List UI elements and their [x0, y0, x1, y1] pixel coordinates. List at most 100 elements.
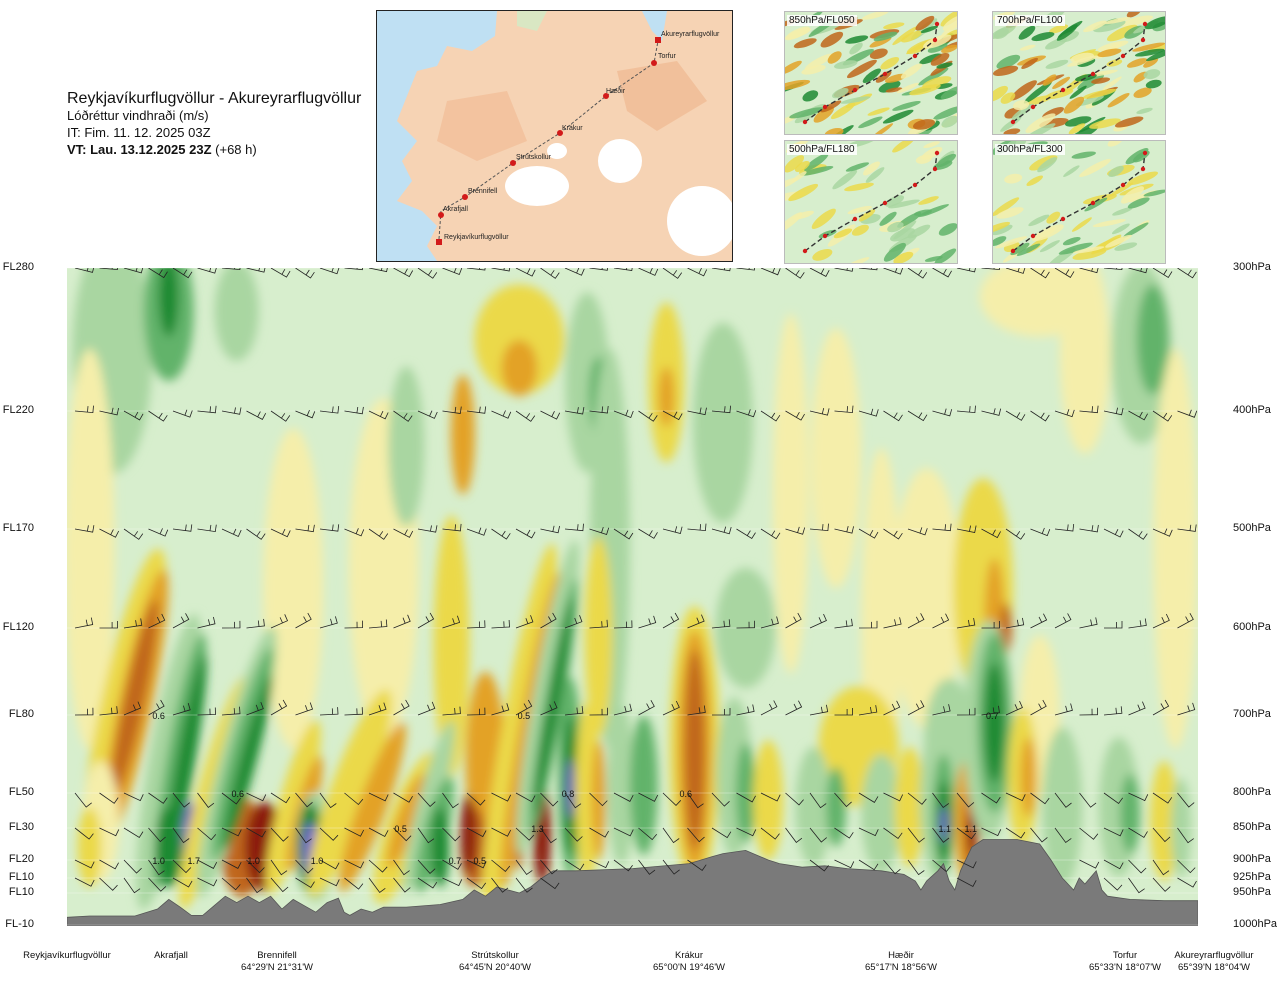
wind-barb — [417, 877, 438, 889]
wind-barb — [834, 708, 853, 716]
wind-barb-feather — [330, 618, 333, 625]
level-map-field — [1010, 80, 1037, 101]
wind-barb — [1177, 410, 1198, 418]
wind-barb — [442, 615, 461, 629]
wind-barb — [1177, 827, 1194, 844]
wind-barb — [442, 523, 462, 532]
wind-barb — [956, 265, 977, 273]
left-level-label: FL10 — [8, 886, 34, 898]
wind-barb — [172, 410, 193, 418]
wind-barb — [221, 528, 242, 538]
level-map-waypoint — [1060, 87, 1066, 93]
wind-barb-feather — [331, 266, 335, 273]
level-map-field — [867, 107, 890, 116]
wind-barb-feather — [1091, 406, 1093, 413]
right-level-label: 400hPa — [1233, 404, 1271, 416]
wind-barb — [1152, 410, 1173, 422]
wind-barb — [662, 792, 682, 806]
wind-barb-feather — [180, 616, 185, 623]
field-cell — [501, 340, 538, 397]
field-cell — [684, 650, 705, 851]
wind-barb-feather — [278, 703, 283, 709]
wind-barb — [883, 700, 901, 716]
wind-barb — [99, 859, 119, 870]
level-map-500[interactable]: 500hPa/FL180 — [784, 140, 958, 264]
wind-barb — [1103, 528, 1124, 538]
wind-barb-feather — [846, 526, 849, 532]
wind-barb-feather — [943, 706, 946, 713]
wind-barb — [981, 792, 1001, 804]
contour-label: 0.8 — [562, 789, 575, 799]
level-map-field — [1072, 248, 1107, 260]
contour-label: 0.5 — [518, 711, 531, 721]
wind-barb — [246, 618, 265, 629]
wind-barb — [491, 827, 512, 837]
level-map-waypoint — [1140, 166, 1146, 172]
level-map-700[interactable]: 700hPa/FL100 — [992, 11, 1166, 135]
wind-barb — [711, 526, 732, 535]
station-coords: 65°39'N 18°04'W — [1178, 962, 1250, 973]
wind-barb — [417, 827, 435, 844]
level-map-field — [1093, 19, 1126, 33]
level-map-850[interactable]: 850hPa/FL050 — [784, 11, 958, 135]
wind-barb — [760, 267, 781, 276]
station-name: Torfur — [1112, 950, 1138, 961]
station-label: Akureyrarflugvöllur 65°39'N 18°04'W — [1150, 950, 1278, 974]
wind-barb — [197, 707, 216, 716]
wind-barb — [393, 877, 411, 893]
wind-barb — [589, 859, 610, 869]
level-map-field — [919, 53, 942, 65]
level-map-field — [840, 96, 871, 104]
wind-barb — [221, 827, 242, 837]
wind-barb-feather — [699, 524, 701, 531]
level-map-field — [861, 12, 889, 20]
wind-barb — [981, 528, 1001, 539]
field-cell — [111, 599, 158, 796]
wind-barb-feather — [672, 270, 678, 276]
wind-barb — [123, 528, 144, 540]
wind-barb-feather — [550, 270, 555, 276]
wind-barb — [956, 792, 975, 808]
level-map-300[interactable]: 300hPa/FL300 — [992, 140, 1166, 264]
wind-barb-feather — [940, 616, 945, 623]
wind-barb-feather — [723, 526, 727, 533]
level-map-field — [934, 248, 957, 263]
wind-barb — [246, 877, 263, 894]
wind-barb — [295, 792, 313, 808]
level-map-field — [920, 25, 939, 33]
wind-barb-feather — [135, 620, 137, 627]
wind-barb — [834, 618, 853, 629]
wind-barb-feather — [429, 410, 433, 417]
wind-barb — [662, 267, 683, 279]
wind-barb — [809, 827, 827, 843]
wind-barb-feather — [502, 410, 506, 417]
wind-barb — [368, 702, 387, 716]
level-map-field — [892, 26, 918, 46]
wind-barb — [589, 792, 608, 807]
wind-barb — [1152, 792, 1173, 804]
map-label: Akrafjall — [443, 206, 468, 213]
level-map-field — [1049, 24, 1069, 34]
level-map-field — [804, 153, 829, 172]
wind-barb — [172, 877, 193, 888]
left-level-label: FL80 — [8, 708, 34, 720]
wind-barb — [540, 859, 558, 875]
wind-barb — [1104, 621, 1123, 629]
level-map-waypoint — [912, 53, 918, 59]
field-cell — [388, 366, 425, 527]
wind-barb-feather — [158, 269, 163, 275]
level-map-field — [1143, 57, 1159, 68]
wind-barb — [564, 267, 585, 276]
wind-barb — [1054, 523, 1075, 532]
field-cell — [826, 767, 847, 847]
left-level-label: FL220 — [2, 404, 34, 416]
wind-barb — [1177, 524, 1197, 532]
contour-label: 0.7 — [449, 856, 462, 866]
wind-barb-feather — [332, 524, 334, 531]
level-map-field — [820, 100, 842, 113]
wind-barb — [613, 703, 632, 716]
wind-barb — [1054, 827, 1072, 844]
wind-barb — [760, 792, 781, 802]
left-level-label: FL-10 — [5, 918, 34, 930]
level-map-field — [1127, 171, 1159, 186]
